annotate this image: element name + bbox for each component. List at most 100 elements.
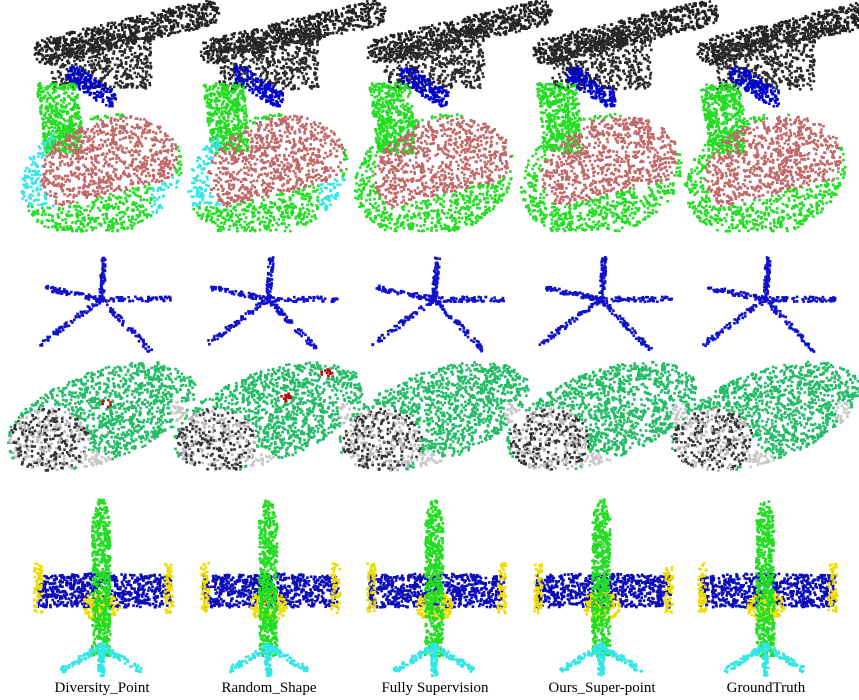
- point-cloud-dot: [110, 122, 113, 125]
- point-cloud-dot: [161, 207, 164, 210]
- point-cloud-dot: [138, 45, 141, 48]
- point-cloud-dot: [146, 199, 149, 202]
- point-cloud-dot: [104, 48, 107, 51]
- point-cloud-dot: [150, 26, 153, 29]
- point-cloud-dot: [107, 24, 110, 27]
- point-cloud-dot: [141, 145, 144, 148]
- point-cloud-dot: [58, 37, 61, 40]
- point-cloud-dot: [175, 171, 178, 174]
- point-cloud-dot: [54, 192, 57, 195]
- point-cloud-dot: [93, 92, 96, 95]
- point-cloud-dot: [97, 190, 100, 193]
- point-cloud-dot: [186, 25, 189, 28]
- point-cloud-dot: [155, 139, 158, 142]
- point-cloud-dot: [100, 281, 103, 284]
- point-cloud-dot: [65, 153, 68, 156]
- point-cloud-dot: [191, 6, 194, 9]
- point-cloud-dot: [136, 86, 139, 89]
- point-cloud-dot: [70, 170, 73, 173]
- point-cloud-dot: [171, 176, 174, 179]
- point-cloud-dot: [39, 61, 42, 64]
- point-cloud-dot: [78, 226, 81, 229]
- point-cloud-dot: [111, 224, 114, 227]
- point-cloud-dot: [43, 186, 46, 189]
- point-cloud-dot: [153, 21, 156, 24]
- point-cloud-dot: [115, 203, 118, 206]
- point-cloud-dot: [144, 137, 147, 140]
- point-cloud-dot: [187, 4, 190, 7]
- point-cloud-dot: [166, 151, 169, 154]
- point-cloud-dot: [64, 180, 67, 183]
- point-cloud-dot: [52, 146, 55, 149]
- point-cloud-dot: [82, 140, 85, 143]
- point-cloud-dot: [32, 170, 35, 173]
- point-cloud-dot: [107, 88, 110, 91]
- point-cloud-dot: [102, 125, 105, 128]
- point-cloud-dot: [62, 84, 65, 87]
- point-cloud-dot: [111, 129, 114, 132]
- point-cloud-dot: [84, 176, 87, 179]
- point-cloud-dot: [41, 214, 44, 217]
- point-cloud-dot: [140, 126, 143, 129]
- point-cloud-dot: [189, 376, 192, 379]
- point-cloud-dot: [210, 2, 213, 5]
- point-cloud-dot: [127, 56, 130, 59]
- point-cloud-dot: [90, 308, 93, 311]
- point-cloud-dot: [87, 191, 90, 194]
- point-cloud-dot: [85, 52, 88, 55]
- point-cloud-dot: [24, 184, 27, 187]
- point-cloud-dot: [143, 118, 146, 121]
- point-cloud-dot: [58, 121, 61, 124]
- point-cloud-dot: [169, 299, 172, 302]
- point-cloud-dot: [101, 295, 104, 298]
- point-cloud-dot: [130, 154, 133, 157]
- point-cloud-dot: [66, 60, 69, 63]
- point-cloud-dot: [141, 23, 144, 26]
- point-cloud-dot: [113, 38, 116, 41]
- point-cloud-dot: [203, 3, 206, 6]
- point-cloud-dot: [79, 135, 82, 138]
- point-cloud-dot: [146, 216, 149, 219]
- point-cloud-dot: [170, 167, 173, 170]
- point-cloud-dot: [102, 257, 105, 260]
- point-cloud-dot: [172, 15, 175, 18]
- point-cloud-dot: [94, 173, 97, 176]
- point-cloud-dot: [122, 151, 125, 154]
- point-cloud-dot: [93, 79, 96, 82]
- point-cloud-dot: [28, 168, 31, 171]
- point-cloud-dot: [47, 46, 50, 49]
- point-cloud-dot: [33, 157, 36, 160]
- point-cloud-dot: [52, 123, 55, 126]
- point-cloud-dot: [170, 426, 173, 429]
- point-cloud-dot: [47, 120, 50, 123]
- point-cloud-dot: [104, 263, 107, 266]
- point-cloud-dot: [171, 138, 174, 141]
- point-cloud-dot: [127, 296, 130, 299]
- point-cloud-dot: [113, 50, 116, 53]
- point-cloud-dot: [75, 194, 78, 197]
- point-cloud-dot: [168, 9, 171, 12]
- point-cloud-dot: [159, 34, 162, 37]
- point-cloud-dot: [142, 77, 145, 80]
- point-cloud-dot: [58, 87, 61, 90]
- point-cloud-dot: [73, 205, 76, 208]
- point-cloud-dot: [90, 74, 93, 77]
- point-cloud-dot: [30, 158, 33, 161]
- point-cloud-dot: [106, 218, 109, 221]
- point-cloud-dot: [168, 33, 171, 36]
- point-cloud-dot: [70, 115, 73, 118]
- point-cloud-dot: [92, 141, 95, 144]
- point-cloud-dot: [180, 163, 183, 166]
- point-cloud-dot: [145, 34, 148, 37]
- point-cloud-dot: [55, 200, 58, 203]
- point-cloud-dot: [41, 143, 44, 146]
- point-cloud-dot: [58, 138, 61, 141]
- point-cloud-dot: [165, 156, 168, 159]
- point-cloud-dot: [147, 130, 150, 133]
- point-cloud-dot: [70, 227, 73, 230]
- point-cloud-dot: [102, 49, 105, 52]
- point-cloud-dot: [154, 136, 157, 139]
- point-cloud-dot: [177, 6, 180, 9]
- point-cloud-dot: [88, 173, 91, 176]
- point-cloud-dot: [184, 29, 187, 32]
